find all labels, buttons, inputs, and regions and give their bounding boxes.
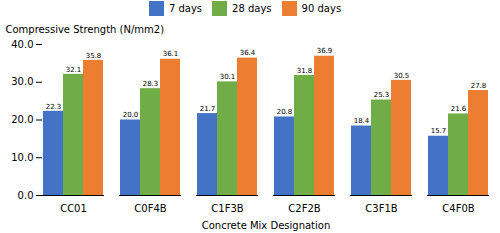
svg-text:22.3: 22.3 <box>46 103 62 111</box>
svg-text:C2F2B: C2F2B <box>288 203 320 214</box>
svg-text:30.0: 30.0 <box>11 76 33 87</box>
svg-text:C3F1B: C3F1B <box>365 203 397 214</box>
svg-text:27.8: 27.8 <box>471 82 487 90</box>
svg-text:36.4: 36.4 <box>240 49 256 57</box>
html-text:28 days: 28 days <box>232 3 272 14</box>
html-text:7 days: 7 days <box>168 3 203 14</box>
svg-text:10.0: 10.0 <box>11 152 33 163</box>
svg-text:Compressive Strength (N/mm2): Compressive Strength (N/mm2) <box>6 24 165 35</box>
svg-text:21.6: 21.6 <box>451 105 467 113</box>
html-text:90 days: 90 days <box>301 3 342 14</box>
svg-text:35.8: 35.8 <box>86 52 102 60</box>
svg-text:21.7: 21.7 <box>200 105 216 113</box>
svg-text:36.1: 36.1 <box>163 50 179 58</box>
svg-text:Concrete Mix Designation: Concrete Mix Designation <box>202 220 331 231</box>
svg-text:18.4: 18.4 <box>354 117 370 125</box>
svg-text:30.1: 30.1 <box>220 73 236 81</box>
svg-text:25.3: 25.3 <box>374 91 390 99</box>
svg-text:20.0: 20.0 <box>11 114 33 125</box>
svg-text:C0F4B: C0F4B <box>134 203 166 214</box>
svg-text:30.5: 30.5 <box>394 72 410 80</box>
svg-text:C1F3B: C1F3B <box>211 203 243 214</box>
svg-text:28.3: 28.3 <box>143 80 159 88</box>
svg-text:15.7: 15.7 <box>431 127 447 135</box>
svg-text:40.0: 40.0 <box>11 39 33 50</box>
svg-text:31.8: 31.8 <box>297 67 313 75</box>
svg-text:CC01: CC01 <box>60 203 87 214</box>
svg-text:20.0: 20.0 <box>123 111 139 119</box>
svg-text:C4F0B: C4F0B <box>442 203 474 214</box>
svg-text:0.0: 0.0 <box>18 190 34 201</box>
svg-text:20.8: 20.8 <box>277 108 293 116</box>
svg-text:32.1: 32.1 <box>66 66 82 74</box>
svg-text:36.9: 36.9 <box>317 47 333 55</box>
